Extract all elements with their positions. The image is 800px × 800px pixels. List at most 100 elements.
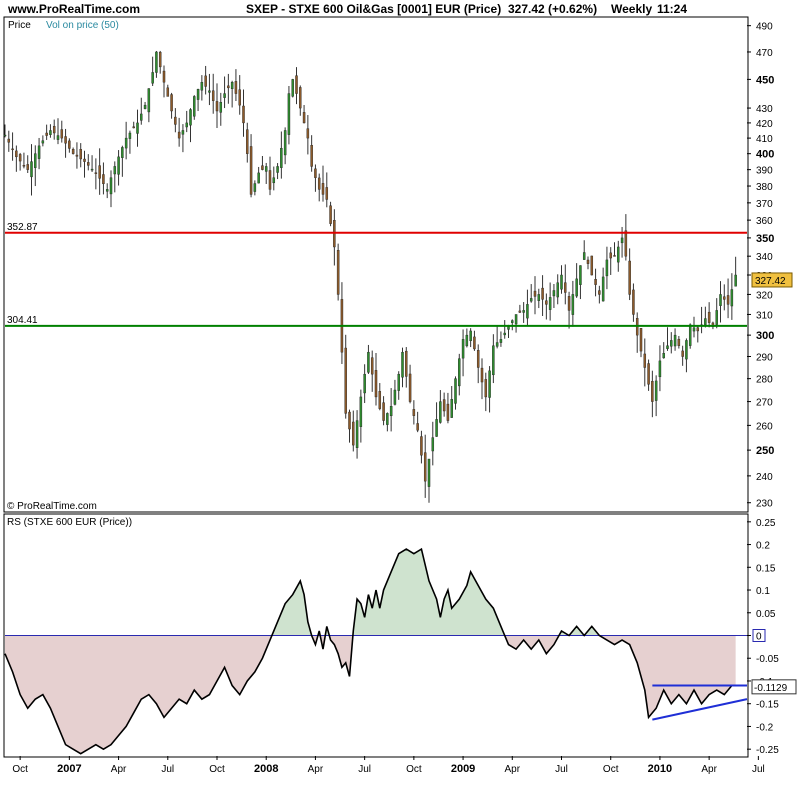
candle-body xyxy=(242,105,245,124)
candle-body xyxy=(446,403,450,421)
candle-body xyxy=(492,345,495,376)
candle-body xyxy=(685,340,688,360)
candle-body xyxy=(548,297,552,310)
candle-body xyxy=(533,290,537,297)
price-tick-label: 380 xyxy=(756,182,773,193)
candle-body xyxy=(370,357,374,375)
candle-body xyxy=(37,145,41,159)
candle-body xyxy=(34,153,37,168)
candle-body xyxy=(681,350,684,357)
candle-body xyxy=(272,177,276,184)
candle-body xyxy=(393,389,397,405)
candle-body xyxy=(45,132,48,136)
candle-body xyxy=(420,436,423,456)
candle-body xyxy=(673,334,677,347)
candle-body xyxy=(541,287,544,300)
chart-title: SXEP - STXE 600 Oil&Gas [0001] EUR (Pric… xyxy=(246,2,501,16)
candle-body xyxy=(113,166,117,175)
level-label: 304.41 xyxy=(7,315,38,326)
candle-body xyxy=(564,282,567,293)
price-tick-label: 470 xyxy=(756,48,773,59)
candle-body xyxy=(605,259,609,277)
candle-body xyxy=(136,122,139,134)
candle-body xyxy=(310,145,313,167)
candle-body xyxy=(707,311,711,323)
price-tick-label: 370 xyxy=(756,199,773,210)
rs-tick-label: -0.25 xyxy=(756,745,779,756)
candle-body xyxy=(230,81,234,90)
candle-body xyxy=(586,259,590,264)
x-tick-label: Apr xyxy=(111,764,127,775)
candle-body xyxy=(658,360,662,378)
candle-body xyxy=(215,101,219,112)
rs-zero-label: 0 xyxy=(756,632,762,643)
candle-body xyxy=(151,72,154,84)
x-tick-label: Apr xyxy=(701,764,717,775)
candle-body xyxy=(166,87,170,97)
rs-tick-label: 0.15 xyxy=(756,563,776,574)
candle-body xyxy=(359,396,363,427)
x-tick-label: Jul xyxy=(358,764,371,775)
rs-tick-label: -0.2 xyxy=(756,722,774,733)
candle-body xyxy=(98,165,101,179)
candle-body xyxy=(495,342,499,347)
x-tick-label: 2010 xyxy=(648,763,672,775)
candle-body xyxy=(227,85,230,89)
price-tick-label: 280 xyxy=(756,375,773,386)
candle-body xyxy=(647,363,650,385)
candle-body xyxy=(52,125,56,134)
candle-body xyxy=(484,379,488,398)
candle-body xyxy=(64,136,67,144)
candle-body xyxy=(458,358,461,387)
candle-body xyxy=(507,326,510,330)
candle-body xyxy=(287,93,291,135)
candle-body xyxy=(200,81,204,91)
candle-body xyxy=(594,279,597,285)
rs-positive-area xyxy=(5,549,736,636)
price-tick-label: 240 xyxy=(756,472,773,483)
candle-body xyxy=(560,274,563,290)
rs-tick-label: 0.1 xyxy=(756,586,770,597)
candle-body xyxy=(439,401,442,423)
candle-body xyxy=(344,347,347,414)
period-label: Weekly xyxy=(611,2,652,16)
rs-line xyxy=(4,547,736,755)
candle-body xyxy=(465,334,469,347)
candle-body xyxy=(567,296,571,311)
candle-body xyxy=(412,409,416,416)
candle-body xyxy=(283,130,287,156)
candle-body xyxy=(261,165,264,170)
candle-body xyxy=(556,282,559,298)
x-axis: Oct 2007 Apr Jul Oct 2008 Apr Jul Oct 2009 Apr Jul O… xyxy=(12,756,800,775)
candle-body xyxy=(302,112,306,124)
candle-body xyxy=(295,75,298,94)
candle-body xyxy=(329,205,332,224)
candle-body xyxy=(170,94,173,112)
price-tick-label: 490 xyxy=(756,22,773,33)
candle-body xyxy=(723,296,726,300)
candle-body xyxy=(666,345,669,349)
candle-body xyxy=(211,90,215,101)
rs-series: 0 -0.1129 xyxy=(4,547,797,755)
candle-body xyxy=(264,166,268,172)
x-tick-label: Oct xyxy=(406,764,422,775)
candle-body xyxy=(253,183,257,192)
candle-body xyxy=(189,109,192,126)
rs-tick-label: -0.15 xyxy=(756,700,779,711)
price-tick-label: 320 xyxy=(756,290,773,301)
candle-body xyxy=(11,148,14,151)
x-tick-label: Jul xyxy=(555,764,568,775)
candle-body xyxy=(688,324,692,346)
rs-tick-label: -0.05 xyxy=(756,654,779,665)
candle-body xyxy=(158,51,162,68)
candle-body xyxy=(620,237,624,244)
rs-tick-label: 0.25 xyxy=(756,518,776,529)
price-tick-label: 390 xyxy=(756,166,773,177)
candle-body xyxy=(68,140,71,149)
candle-body xyxy=(545,300,548,305)
candle-body xyxy=(408,373,412,402)
candle-body xyxy=(609,252,612,259)
last-change: 327.42 (+0.62%) xyxy=(508,2,597,16)
rs-last-label: -0.1129 xyxy=(754,683,788,694)
